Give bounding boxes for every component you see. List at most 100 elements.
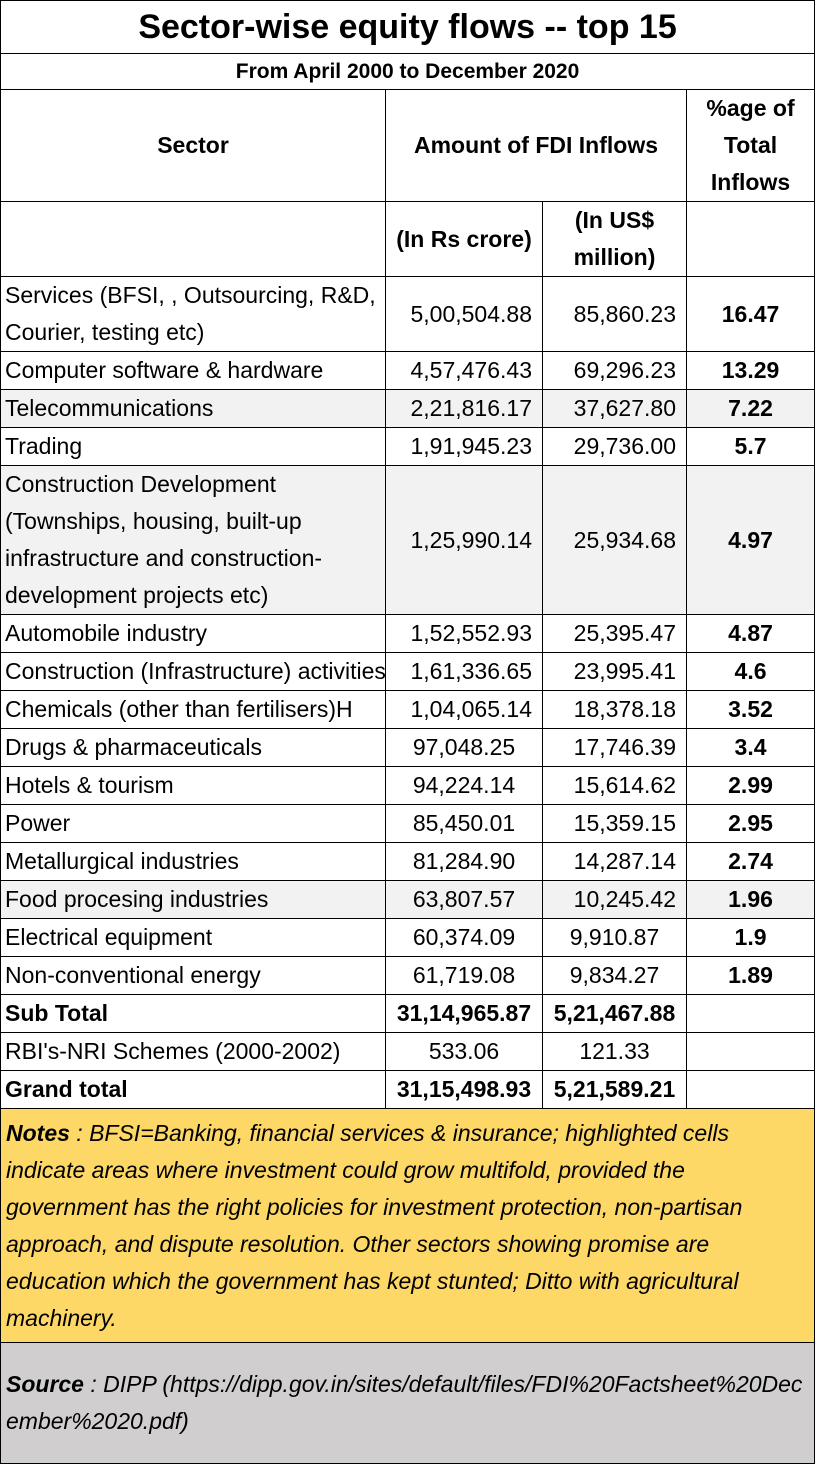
- grand-total-row: Grand total 31,15,498.93 5,21,589.21: [0, 1070, 815, 1109]
- usd-cell: 10,245.42: [542, 880, 687, 919]
- grand-pct: [685, 1070, 815, 1109]
- rs-cell: 97,048.25: [385, 728, 543, 767]
- subtotal-row: Sub Total 31,14,965.87 5,21,467.88: [0, 994, 815, 1033]
- sector-cell: Services (BFSI, , Outsourcing, R&D, Cour…: [0, 276, 386, 352]
- usd-cell: 14,287.14: [542, 842, 687, 881]
- header-blank-pct: [685, 201, 815, 277]
- table-row: Construction Development (Townships, hou…: [0, 465, 815, 615]
- rs-cell: 5,00,504.88: [385, 276, 543, 352]
- rs-cell: 60,374.09: [385, 918, 543, 957]
- pct-cell: 16.47: [685, 276, 815, 352]
- pct-cell: 4.87: [685, 614, 815, 653]
- sector-cell: Construction (Infrastructure) activities: [0, 652, 386, 691]
- rbi-usd: 121.33: [542, 1032, 687, 1071]
- source-cell: Source : DIPP (https://dipp.gov.in/sites…: [0, 1342, 815, 1464]
- sector-cell: Metallurgical industries: [0, 842, 386, 881]
- rbi-row: RBI's-NRI Schemes (2000-2002) 533.06 121…: [0, 1032, 815, 1071]
- sector-cell: Electrical equipment: [0, 918, 386, 957]
- usd-cell: 9,834.27: [542, 956, 687, 995]
- pct-cell: 4.6: [685, 652, 815, 691]
- table-row: Services (BFSI, , Outsourcing, R&D, Cour…: [0, 276, 815, 352]
- grand-usd: 5,21,589.21: [542, 1070, 687, 1109]
- table-row: Automobile industry 1,52,552.93 25,395.4…: [0, 614, 815, 653]
- source-row: Source : DIPP (https://dipp.gov.in/sites…: [0, 1342, 815, 1464]
- grand-rs: 31,15,498.93: [385, 1070, 543, 1109]
- header-usd: (In US$ million): [542, 201, 687, 277]
- pct-cell: 13.29: [685, 351, 815, 390]
- table-row: Power 85,450.01 15,359.15 2.95: [0, 804, 815, 843]
- sector-cell: Computer software & hardware: [0, 351, 386, 390]
- usd-cell: 18,378.18: [542, 690, 687, 729]
- rs-cell: 61,719.08: [385, 956, 543, 995]
- header-percent: %age of Total Inflows: [685, 89, 815, 202]
- rs-cell: 1,61,336.65: [385, 652, 543, 691]
- sector-cell: Drugs & pharmaceuticals: [0, 728, 386, 767]
- notes-label: Notes: [6, 1119, 70, 1146]
- rbi-pct: [685, 1032, 815, 1071]
- table-row: Non-conventional energy 61,719.08 9,834.…: [0, 956, 815, 995]
- rbi-rs: 533.06: [385, 1032, 543, 1071]
- rs-cell: 2,21,816.17: [385, 389, 543, 428]
- subtotal-pct: [685, 994, 815, 1033]
- usd-cell: 29,736.00: [542, 427, 687, 466]
- usd-cell: 9,910.87: [542, 918, 687, 957]
- header-rs: (In Rs crore): [385, 201, 543, 277]
- table-row: Computer software & hardware 4,57,476.43…: [0, 351, 815, 390]
- sector-cell: Construction Development (Townships, hou…: [0, 465, 386, 615]
- table-row: Telecommunications 2,21,816.17 37,627.80…: [0, 389, 815, 428]
- rs-cell: 1,25,990.14: [385, 465, 543, 615]
- table-row: Drugs & pharmaceuticals 97,048.25 17,746…: [0, 728, 815, 767]
- subtotal-usd: 5,21,467.88: [542, 994, 687, 1033]
- table-row: Metallurgical industries 81,284.90 14,28…: [0, 842, 815, 881]
- table-row: Construction (Infrastructure) activities…: [0, 652, 815, 691]
- header-sector: Sector: [0, 89, 386, 202]
- table-row: Chemicals (other than fertilisers)H 1,04…: [0, 690, 815, 729]
- table-row: Trading 1,91,945.23 29,736.00 5.7: [0, 427, 815, 466]
- pct-cell: 4.97: [685, 465, 815, 615]
- sector-cell: Automobile industry: [0, 614, 386, 653]
- rbi-label: RBI's-NRI Schemes (2000-2002): [0, 1032, 386, 1071]
- notes-cell: Notes : BFSI=Banking, financial services…: [0, 1108, 815, 1343]
- usd-cell: 69,296.23: [542, 351, 687, 390]
- rs-cell: 85,450.01: [385, 804, 543, 843]
- pct-cell: 5.7: [685, 427, 815, 466]
- pct-cell: 2.95: [685, 804, 815, 843]
- notes-row: Notes : BFSI=Banking, financial services…: [0, 1108, 815, 1343]
- usd-cell: 17,746.39: [542, 728, 687, 767]
- usd-cell: 15,614.62: [542, 766, 687, 805]
- rs-cell: 81,284.90: [385, 842, 543, 881]
- table-title: Sector-wise equity flows -- top 15: [0, 0, 815, 54]
- subtotal-rs: 31,14,965.87: [385, 994, 543, 1033]
- rs-cell: 1,04,065.14: [385, 690, 543, 729]
- rs-cell: 1,91,945.23: [385, 427, 543, 466]
- sector-cell: Food procesing industries: [0, 880, 386, 919]
- pct-cell: 1.89: [685, 956, 815, 995]
- pct-cell: 1.96: [685, 880, 815, 919]
- usd-cell: 37,627.80: [542, 389, 687, 428]
- rs-cell: 63,807.57: [385, 880, 543, 919]
- usd-cell: 15,359.15: [542, 804, 687, 843]
- table-row: Food procesing industries 63,807.57 10,2…: [0, 880, 815, 919]
- pct-cell: 2.74: [685, 842, 815, 881]
- pct-cell: 3.4: [685, 728, 815, 767]
- pct-cell: 3.52: [685, 690, 815, 729]
- pct-cell: 2.99: [685, 766, 815, 805]
- sector-cell: Power: [0, 804, 386, 843]
- rs-cell: 1,52,552.93: [385, 614, 543, 653]
- table-row: Hotels & tourism 94,224.14 15,614.62 2.9…: [0, 766, 815, 805]
- usd-cell: 23,995.41: [542, 652, 687, 691]
- sector-cell: Trading: [0, 427, 386, 466]
- pct-cell: 1.9: [685, 918, 815, 957]
- sector-cell: Non-conventional energy: [0, 956, 386, 995]
- source-label: Source: [6, 1371, 84, 1397]
- sector-cell: Chemicals (other than fertilisers)H: [0, 690, 386, 729]
- pct-cell: 7.22: [685, 389, 815, 428]
- usd-cell: 85,860.23: [542, 276, 687, 352]
- subtotal-label: Sub Total: [0, 994, 386, 1033]
- header-amount: Amount of FDI Inflows: [385, 89, 687, 202]
- rs-cell: 4,57,476.43: [385, 351, 543, 390]
- usd-cell: 25,934.68: [542, 465, 687, 615]
- sector-cell: Telecommunications: [0, 389, 386, 428]
- grand-label: Grand total: [0, 1070, 386, 1109]
